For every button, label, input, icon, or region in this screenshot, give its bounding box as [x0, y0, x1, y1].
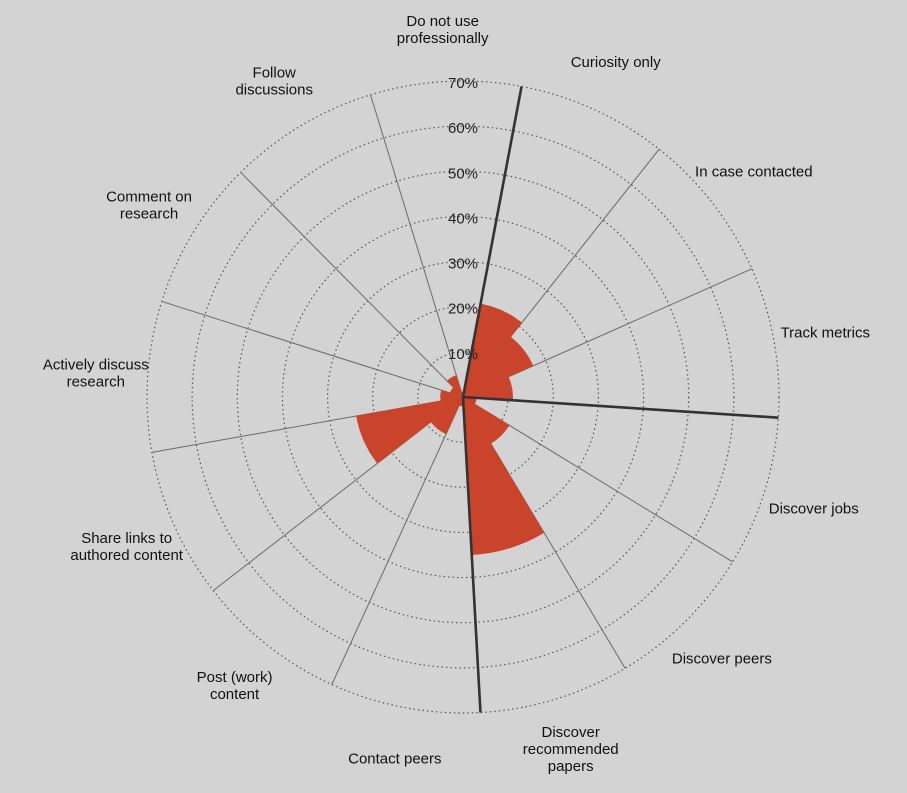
category-label: Curiosity only [571, 54, 662, 71]
grid-ring [191, 125, 735, 669]
category-label-line: Post (work) [197, 669, 273, 686]
wedge-bar: In case contacted [462, 336, 534, 398]
category-label: Discover recommended papers [523, 724, 619, 775]
category-label-line: Follow [253, 65, 297, 82]
category-label: Share links to authored content [70, 530, 183, 564]
category-label-line: Contact peers [348, 751, 441, 768]
category-label-line: Share links to [81, 530, 172, 547]
radial-tick-label: 40% [448, 210, 478, 227]
category-label-line: research [67, 373, 125, 390]
category-label-line: research [120, 206, 178, 223]
category-label-line: authored content [70, 547, 183, 564]
grid-spoke [370, 94, 464, 398]
category-label-line: Track metrics [781, 325, 870, 342]
category-label-line: content [210, 686, 260, 703]
category-label: Track metrics [781, 325, 870, 342]
category-label: Actively discuss research [43, 356, 149, 390]
group-separator-spoke [462, 395, 779, 419]
wedge-bar: Discover recommended papers [462, 396, 545, 556]
category-label-line: Discover [542, 724, 600, 741]
grid-spoke [161, 300, 464, 398]
radial-tick-label: 70% [448, 75, 478, 92]
category-label: In case contacted [695, 164, 813, 181]
grid-ring [372, 306, 554, 488]
wedge-bar: Follow discussions [446, 375, 464, 398]
radial-tick-label: 20% [448, 301, 478, 318]
grid-spoke [240, 172, 464, 398]
category-label-line: discussions [235, 82, 313, 99]
category-label-line: professionally [397, 30, 489, 47]
radial-tick-label: 50% [448, 165, 478, 182]
category-label-line: Do not use [406, 13, 479, 30]
category-label: Follow discussions [235, 65, 313, 99]
category-label-line: In case contacted [695, 164, 813, 181]
category-label: Do not use professionally [397, 13, 489, 47]
category-label-line: Discover peers [672, 651, 772, 668]
radial-tick-label: 30% [448, 256, 478, 273]
grid-spoke [331, 396, 464, 685]
grid-ring [326, 260, 600, 534]
category-label: Discover jobs [769, 500, 859, 517]
category-label: Post (work) content [197, 669, 273, 703]
category-label-line: Curiosity only [571, 54, 662, 71]
grid-rings [146, 80, 780, 714]
group-separators [461, 86, 779, 713]
category-label: Discover peers [672, 651, 772, 668]
category-label-line: Comment on [106, 189, 192, 206]
grid-ring [281, 215, 645, 579]
radial-tick-label: 60% [448, 120, 478, 137]
group-separator-spoke [461, 396, 482, 713]
category-label-line: papers [548, 758, 594, 775]
grid-ring [236, 170, 690, 624]
category-labels: Do not use professionally Curiosity only In… [43, 13, 870, 775]
wedge-bar: Share links to authored content [356, 396, 464, 464]
wedge-bar: Actively discuss research [440, 389, 464, 402]
category-label: Contact peers [348, 751, 441, 768]
radial-tick-label: 10% [448, 346, 478, 363]
grid-ring [146, 80, 780, 714]
category-label: Comment on research [106, 189, 192, 223]
radial-tick-labels: 10% 20% 30% 40% 50% 60% 70% [448, 75, 478, 363]
category-label-line: recommended [523, 741, 619, 758]
category-label-line: Discover jobs [769, 500, 859, 517]
category-label-line: Actively discuss [43, 356, 149, 373]
group-separator-spoke [461, 86, 523, 398]
